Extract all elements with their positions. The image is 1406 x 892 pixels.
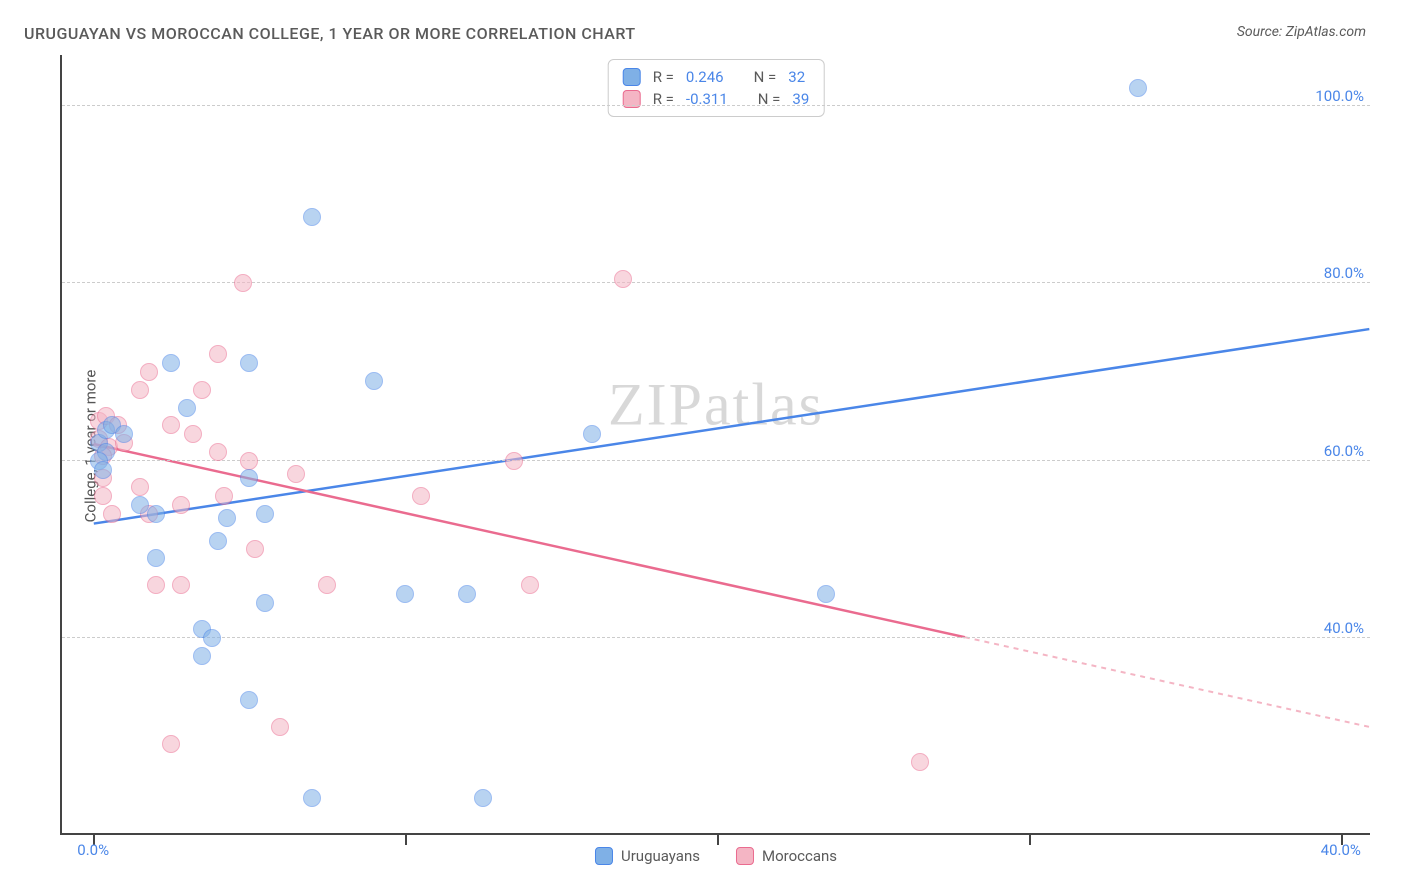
gridline xyxy=(62,282,1370,283)
data-point-uruguayans xyxy=(115,425,133,443)
data-point-moroccans xyxy=(94,487,112,505)
data-point-uruguayans xyxy=(203,629,221,647)
data-point-uruguayans xyxy=(94,461,112,479)
swatch-uruguayans-icon xyxy=(595,847,613,865)
data-point-uruguayans xyxy=(240,691,258,709)
data-point-moroccans xyxy=(193,381,211,399)
gridline xyxy=(62,637,1370,638)
legend-label-uruguayans: Uruguayans xyxy=(621,847,700,865)
data-point-moroccans xyxy=(505,452,523,470)
data-point-uruguayans xyxy=(218,509,236,527)
series-legend: Uruguayans Moroccans xyxy=(595,847,837,865)
legend-row-moroccans: R = -0.311 N = 39 xyxy=(623,88,810,110)
data-point-uruguayans xyxy=(147,505,165,523)
n-label: N = xyxy=(754,68,777,86)
data-point-moroccans xyxy=(172,576,190,594)
data-point-uruguayans xyxy=(240,354,258,372)
data-point-moroccans xyxy=(215,487,233,505)
x-tick xyxy=(1029,835,1031,845)
legend-label-moroccans: Moroccans xyxy=(762,847,837,865)
correlation-legend: R = 0.246 N = 32 R = -0.311 N = 39 xyxy=(608,59,825,117)
chart-title: URUGUAYAN VS MOROCCAN COLLEGE, 1 YEAR OR… xyxy=(24,24,636,43)
gridline xyxy=(62,460,1370,461)
data-point-moroccans xyxy=(172,496,190,514)
data-point-uruguayans xyxy=(303,789,321,807)
data-point-moroccans xyxy=(209,443,227,461)
data-point-moroccans xyxy=(131,478,149,496)
data-point-moroccans xyxy=(271,718,289,736)
data-point-uruguayans xyxy=(209,532,227,550)
data-point-uruguayans xyxy=(474,789,492,807)
plot-area: ZIPatlas R = 0.246 N = 32 R = -0.311 N =… xyxy=(60,55,1370,835)
legend-item-moroccans: Moroccans xyxy=(736,847,837,865)
data-point-moroccans xyxy=(103,505,121,523)
data-point-uruguayans xyxy=(193,647,211,665)
x-tick xyxy=(405,835,407,845)
data-point-moroccans xyxy=(147,576,165,594)
data-point-moroccans xyxy=(412,487,430,505)
swatch-moroccans-icon xyxy=(736,847,754,865)
data-point-uruguayans xyxy=(240,469,258,487)
y-tick-label: 80.0% xyxy=(1324,264,1364,282)
data-point-moroccans xyxy=(521,576,539,594)
x-tick xyxy=(717,835,719,845)
data-point-moroccans xyxy=(140,363,158,381)
data-point-uruguayans xyxy=(1129,79,1147,97)
x-tick-label: 0.0% xyxy=(77,841,109,859)
r-label: R = xyxy=(653,68,674,86)
data-point-uruguayans xyxy=(162,354,180,372)
n-value-uruguayans: 32 xyxy=(788,68,805,86)
data-point-uruguayans xyxy=(817,585,835,603)
data-point-uruguayans xyxy=(147,549,165,567)
data-point-moroccans xyxy=(162,735,180,753)
swatch-uruguayans-icon xyxy=(623,68,641,86)
data-point-moroccans xyxy=(162,416,180,434)
watermark-text: ZIPatlas xyxy=(608,371,824,440)
data-point-uruguayans xyxy=(256,594,274,612)
r-value-uruguayans: 0.246 xyxy=(686,68,724,86)
data-point-moroccans xyxy=(184,425,202,443)
data-point-moroccans xyxy=(234,274,252,292)
chart-container: URUGUAYAN VS MOROCCAN COLLEGE, 1 YEAR OR… xyxy=(0,0,1406,892)
y-tick-label: 60.0% xyxy=(1324,442,1364,460)
data-point-uruguayans xyxy=(396,585,414,603)
data-point-uruguayans xyxy=(365,372,383,390)
legend-item-uruguayans: Uruguayans xyxy=(595,847,700,865)
trend-lines-layer xyxy=(62,55,1370,833)
data-point-moroccans xyxy=(614,270,632,288)
data-point-uruguayans xyxy=(458,585,476,603)
legend-row-uruguayans: R = 0.246 N = 32 xyxy=(623,66,810,88)
source-attribution: Source: ZipAtlas.com xyxy=(1237,24,1366,40)
y-tick-label: 100.0% xyxy=(1315,87,1364,105)
data-point-moroccans xyxy=(240,452,258,470)
data-point-moroccans xyxy=(246,540,264,558)
data-point-uruguayans xyxy=(178,399,196,417)
data-point-moroccans xyxy=(287,465,305,483)
data-point-uruguayans xyxy=(583,425,601,443)
data-point-moroccans xyxy=(911,753,929,771)
data-point-moroccans xyxy=(131,381,149,399)
data-point-uruguayans xyxy=(303,208,321,226)
gridline xyxy=(62,105,1370,106)
x-tick-label: 40.0% xyxy=(1321,841,1361,859)
y-tick-label: 40.0% xyxy=(1324,619,1364,637)
data-point-moroccans xyxy=(318,576,336,594)
data-point-uruguayans xyxy=(256,505,274,523)
data-point-moroccans xyxy=(209,345,227,363)
